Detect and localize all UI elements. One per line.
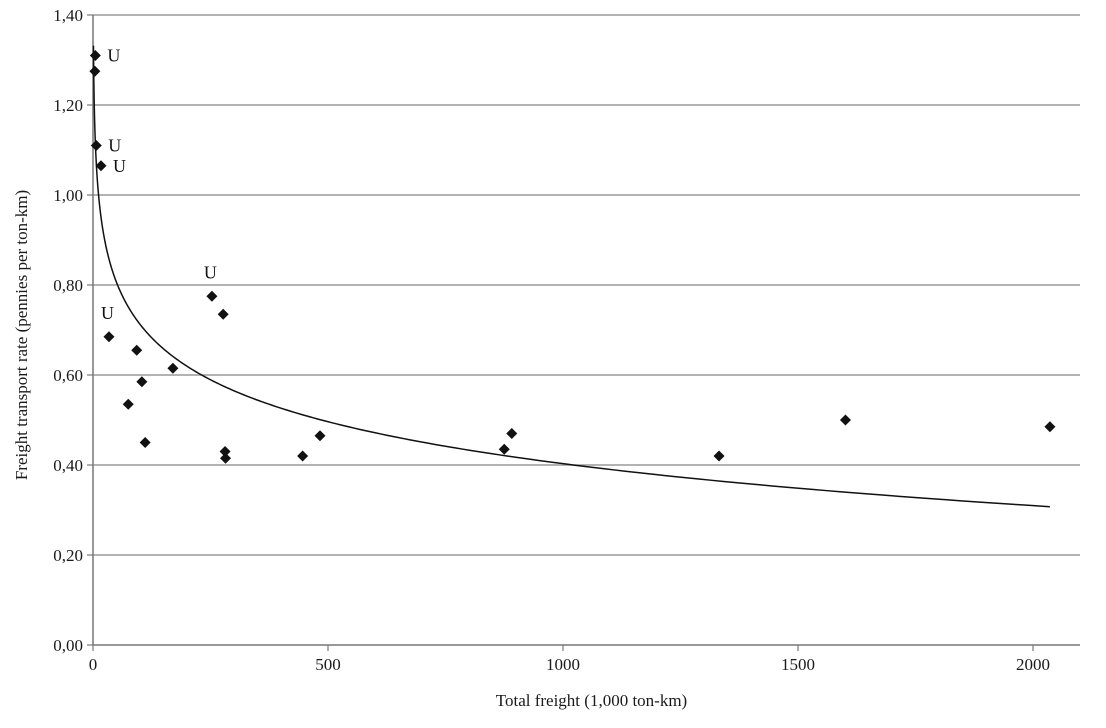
data-point <box>220 452 232 464</box>
data-point <box>103 331 115 343</box>
y-tick-label: 1,20 <box>53 96 83 115</box>
data-point <box>136 376 148 388</box>
data-point <box>498 443 510 455</box>
data-point <box>206 290 218 302</box>
data-point <box>506 428 518 439</box>
data-point <box>131 344 143 356</box>
y-tick-label: 0,00 <box>53 636 83 655</box>
data-point <box>839 414 851 426</box>
x-tick-label: 0 <box>89 655 98 674</box>
data-point <box>217 308 229 320</box>
y-tick-label: 0,60 <box>53 366 83 385</box>
y-tick-label: 1,40 <box>53 6 83 25</box>
data-point-label: U <box>107 46 120 66</box>
data-point <box>167 362 179 374</box>
data-point <box>297 450 309 462</box>
data-point <box>314 430 326 442</box>
x-tick-label: 2000 <box>1016 655 1050 674</box>
data-point-label: U <box>204 262 217 282</box>
y-tick-label: 1,00 <box>53 186 83 205</box>
data-point <box>122 398 134 410</box>
data-point <box>139 437 151 448</box>
x-axis-title: Total freight (1,000 ton-km) <box>496 691 687 710</box>
data-point <box>90 140 102 151</box>
data-point-label: U <box>101 303 114 323</box>
data-point-label: U <box>113 156 126 176</box>
data-point-label: U <box>108 136 121 156</box>
data-point <box>219 446 231 457</box>
data-point <box>95 160 107 172</box>
x-tick-label: 500 <box>315 655 341 674</box>
y-tick-label: 0,40 <box>53 456 83 475</box>
y-tick-label: 0,80 <box>53 276 83 295</box>
data-point <box>89 50 101 61</box>
y-tick-label: 0,20 <box>53 546 83 565</box>
x-tick-label: 1000 <box>546 655 580 674</box>
data-point <box>713 450 725 462</box>
x-tick-label: 1500 <box>781 655 815 674</box>
trendline <box>92 45 1050 508</box>
y-axis-title: Freight transport rate (pennies per ton-… <box>12 190 31 480</box>
data-point <box>89 65 101 77</box>
data-point <box>1044 421 1056 433</box>
